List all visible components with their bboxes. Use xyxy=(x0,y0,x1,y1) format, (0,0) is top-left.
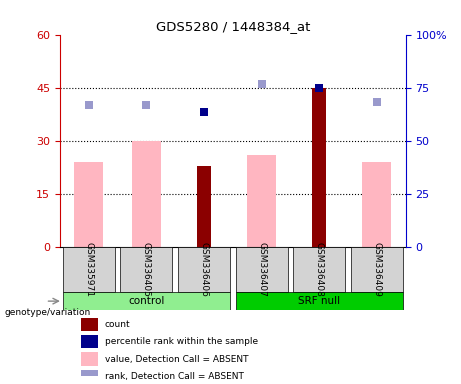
Bar xyxy=(81,353,98,366)
Text: GSM336405: GSM336405 xyxy=(142,242,151,297)
Text: percentile rank within the sample: percentile rank within the sample xyxy=(105,337,258,346)
FancyBboxPatch shape xyxy=(63,292,230,310)
FancyBboxPatch shape xyxy=(351,247,403,292)
Text: count: count xyxy=(105,320,130,329)
Bar xyxy=(81,335,98,348)
Bar xyxy=(247,155,276,247)
Bar xyxy=(81,370,98,383)
Text: SRF null: SRF null xyxy=(298,296,340,306)
Bar xyxy=(362,162,391,247)
FancyBboxPatch shape xyxy=(63,247,115,292)
Bar xyxy=(312,88,326,247)
Text: GSM335971: GSM335971 xyxy=(84,242,93,297)
Title: GDS5280 / 1448384_at: GDS5280 / 1448384_at xyxy=(156,20,310,33)
FancyBboxPatch shape xyxy=(236,247,288,292)
Bar xyxy=(132,141,161,247)
Text: GSM336407: GSM336407 xyxy=(257,242,266,297)
Text: GSM336408: GSM336408 xyxy=(315,242,324,297)
FancyBboxPatch shape xyxy=(293,247,345,292)
Text: GSM336409: GSM336409 xyxy=(372,242,381,297)
Text: control: control xyxy=(128,296,165,306)
Text: rank, Detection Call = ABSENT: rank, Detection Call = ABSENT xyxy=(105,372,244,381)
FancyBboxPatch shape xyxy=(236,292,403,310)
Bar xyxy=(197,166,211,247)
FancyBboxPatch shape xyxy=(178,247,230,292)
Text: GSM336406: GSM336406 xyxy=(200,242,208,297)
Bar xyxy=(74,162,103,247)
Text: genotype/variation: genotype/variation xyxy=(5,308,91,318)
Bar xyxy=(81,318,98,331)
FancyBboxPatch shape xyxy=(120,247,172,292)
Text: value, Detection Call = ABSENT: value, Detection Call = ABSENT xyxy=(105,354,248,364)
